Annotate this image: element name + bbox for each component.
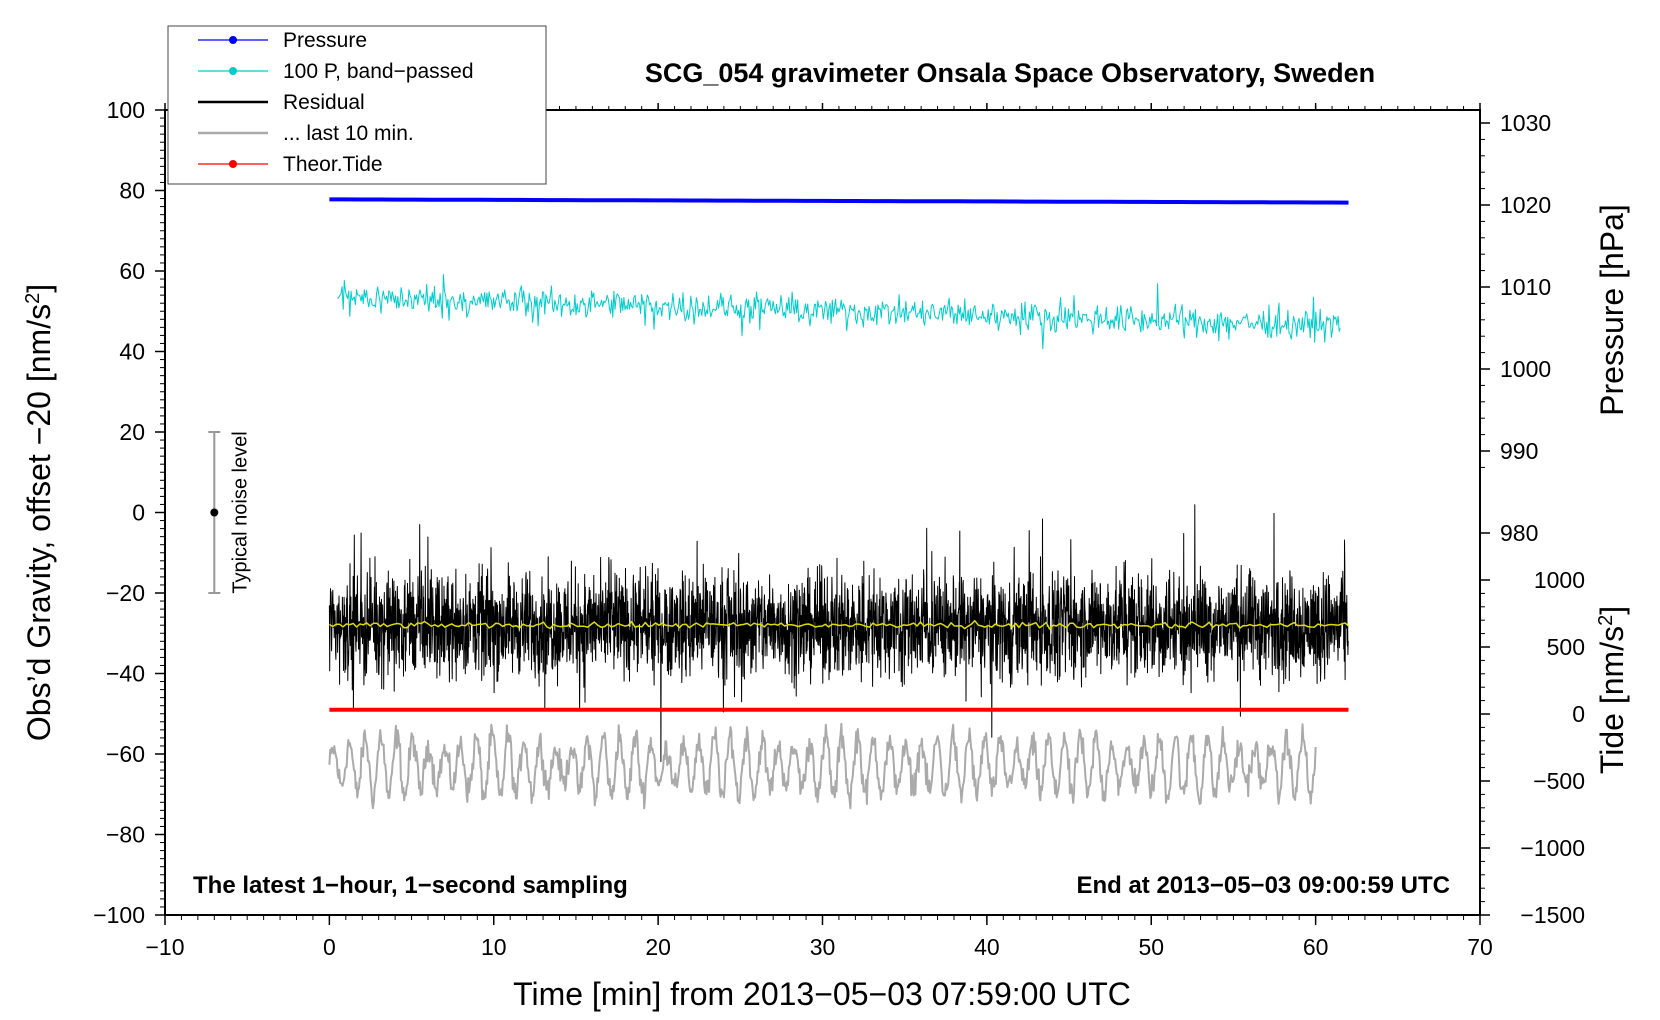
series-pressure <box>329 197 1349 205</box>
y-pressure-tick-label: 1020 <box>1500 192 1551 218</box>
x-tick-label: −10 <box>145 934 184 960</box>
y-axis-pressure-label: Pressure [hPa] <box>1594 204 1630 416</box>
y-tide-tick-label: 1000 <box>1534 567 1585 593</box>
y-pressure-tick-label: 980 <box>1500 520 1538 546</box>
y-left-tick-label: 60 <box>119 258 145 284</box>
x-tick-label: 0 <box>323 934 336 960</box>
y-pressure-tick-label: 990 <box>1500 438 1538 464</box>
x-tick-label: 40 <box>974 934 1000 960</box>
series-residual <box>328 504 1349 762</box>
y-pressure-tick-label: 1000 <box>1500 356 1551 382</box>
legend-box <box>167 25 547 185</box>
y-tide-tick-label: −1000 <box>1520 835 1585 861</box>
x-axis-label: Time [min] from 2013−05−03 07:59:00 UTC <box>513 976 1131 1012</box>
y-tide-tick-label: 500 <box>1547 634 1585 660</box>
noise-level-label: Typical noise level <box>229 431 251 593</box>
y-axis-left-label-sup: 2 <box>22 293 44 304</box>
legend-label: 100 P, band−passed <box>283 60 474 83</box>
chart-title: SCG_054 gravimeter Onsala Space Observat… <box>645 58 1375 88</box>
x-tick-label: 70 <box>1467 934 1493 960</box>
y-axis-left-label-end: ] <box>21 284 57 293</box>
y-left-tick-label: −40 <box>106 661 145 687</box>
x-tick-label: 60 <box>1303 934 1329 960</box>
series-last-10-min <box>328 722 1317 810</box>
legend-marker <box>229 67 237 75</box>
legend-label: ... last 10 min. <box>283 122 414 145</box>
legend-label: Theor.Tide <box>283 153 383 176</box>
legend-marker <box>229 36 237 44</box>
y-left-tick-label: 20 <box>119 419 145 445</box>
plot-frame <box>164 109 1481 916</box>
y-pressure-tick-label: 1010 <box>1500 274 1551 300</box>
x-tick-label: 10 <box>481 934 507 960</box>
legend-label: Pressure <box>283 29 367 52</box>
y-axis-tide-label-sup: 2 <box>1595 615 1617 626</box>
x-tick-label: 20 <box>645 934 671 960</box>
legend-marker <box>229 160 237 168</box>
y-tide-tick-label: −1500 <box>1520 902 1585 928</box>
y-tide-tick-label: −500 <box>1533 768 1585 794</box>
noise-level-bar <box>208 431 221 594</box>
y-left-tick-label: −100 <box>93 902 145 928</box>
y-axis-tide-label-end: ] <box>1594 606 1630 615</box>
y-left-tick-label: 0 <box>132 500 145 526</box>
y-tide-tick-label: 0 <box>1572 701 1585 727</box>
y-axis-left-label-main: Obs’d Gravity, offset −20 [nm/s <box>21 304 57 741</box>
y-left-tick-label: 80 <box>119 178 145 204</box>
legend: Pressure 100 P, band−passed Residual ... la… <box>167 25 547 185</box>
y-left-tick-label: −20 <box>106 580 145 606</box>
series-layer <box>328 197 1349 810</box>
y-left-tick-label: 40 <box>119 339 145 365</box>
x-tick-label: 50 <box>1138 934 1164 960</box>
y-axis-tide-label: Tide [nm/s2] <box>1594 606 1630 774</box>
noise-bar-center <box>210 508 219 517</box>
y-left-tick-label: −80 <box>106 822 145 848</box>
y-left-tick-label: 100 <box>107 97 145 123</box>
annotation-sampling: The latest 1−hour, 1−second sampling <box>193 872 628 899</box>
legend-label: Residual <box>283 91 365 114</box>
series-residual-smoothed <box>329 619 1349 630</box>
x-tick-label: 30 <box>810 934 836 960</box>
y-axis-tide-label-main: Tide [nm/s <box>1594 626 1630 774</box>
series-100p-bandpassed <box>337 274 1341 350</box>
y-axis-left-label: Obs’d Gravity, offset −20 [nm/s2] <box>21 284 57 741</box>
y-pressure-tick-label: 1030 <box>1500 110 1551 136</box>
tick-marks <box>155 103 1490 925</box>
y-left-tick-label: −60 <box>106 741 145 767</box>
annotation-end-time: End at 2013−05−03 09:00:59 UTC <box>1076 872 1450 899</box>
